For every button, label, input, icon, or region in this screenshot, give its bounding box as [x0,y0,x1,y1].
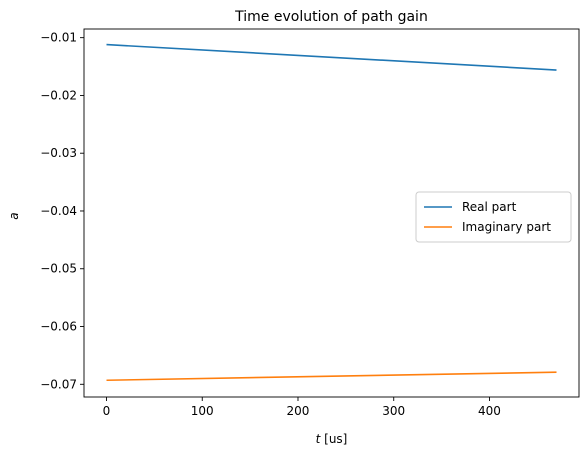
y-tick-label: −0.05 [40,262,77,276]
x-axis-label-var: t [316,432,322,446]
x-tick-label: 100 [191,404,214,418]
legend-box [415,191,572,243]
x-tick-label: 300 [382,404,405,418]
series-line-2 [106,371,557,382]
plot-area: 0 100 200 300 400 −0.07 −0.06 −0.05 −0.04 −0.03 −0… [40,28,580,418]
plot-frame [83,28,580,398]
series-line-1 [106,43,557,71]
x-axis-label-unit: [us] [320,432,347,446]
y-tick-label: −0.04 [40,204,77,218]
y-tick-label: −0.01 [40,31,77,45]
legend-label-2: Imaginary part [462,220,551,234]
y-tick-label: −0.03 [40,146,77,160]
legend-label-1: Real part [462,200,517,214]
x-tick-label: 400 [478,404,501,418]
legend: Real part Imaginary part [415,191,572,243]
x-axis-label: t [us] [316,432,348,446]
y-tick-label: −0.06 [40,320,77,334]
y-tick-label: −0.07 [40,377,77,391]
y-tick-label: −0.02 [40,88,77,102]
x-tick-label: 200 [287,404,310,418]
y-axis-label: a [7,212,21,219]
x-tick-label: 0 [103,404,111,418]
chart-title: Time evolution of path gain [234,9,428,25]
